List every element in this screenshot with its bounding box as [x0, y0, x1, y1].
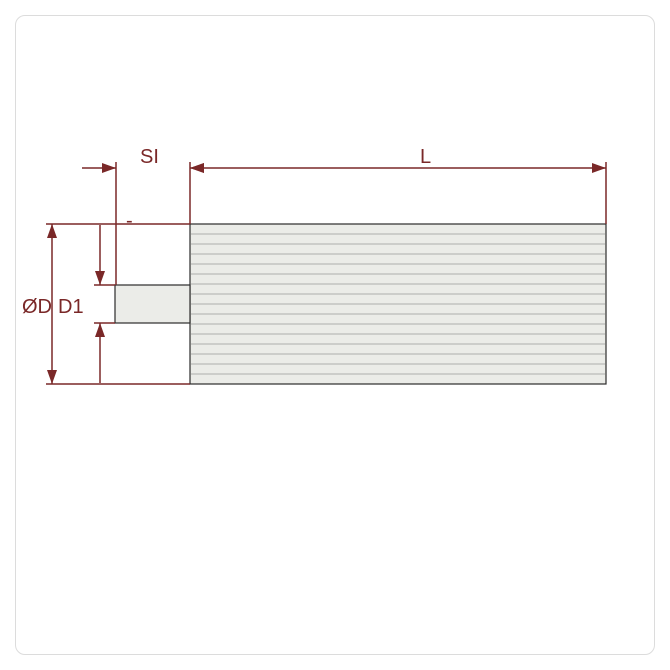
label-dash: - — [126, 210, 133, 233]
label-si: SI — [140, 146, 159, 169]
label-d1: D1 — [58, 296, 84, 319]
label-diameter-d: ØD — [22, 296, 52, 319]
technical-drawing — [0, 0, 670, 670]
label-l: L — [420, 146, 431, 169]
